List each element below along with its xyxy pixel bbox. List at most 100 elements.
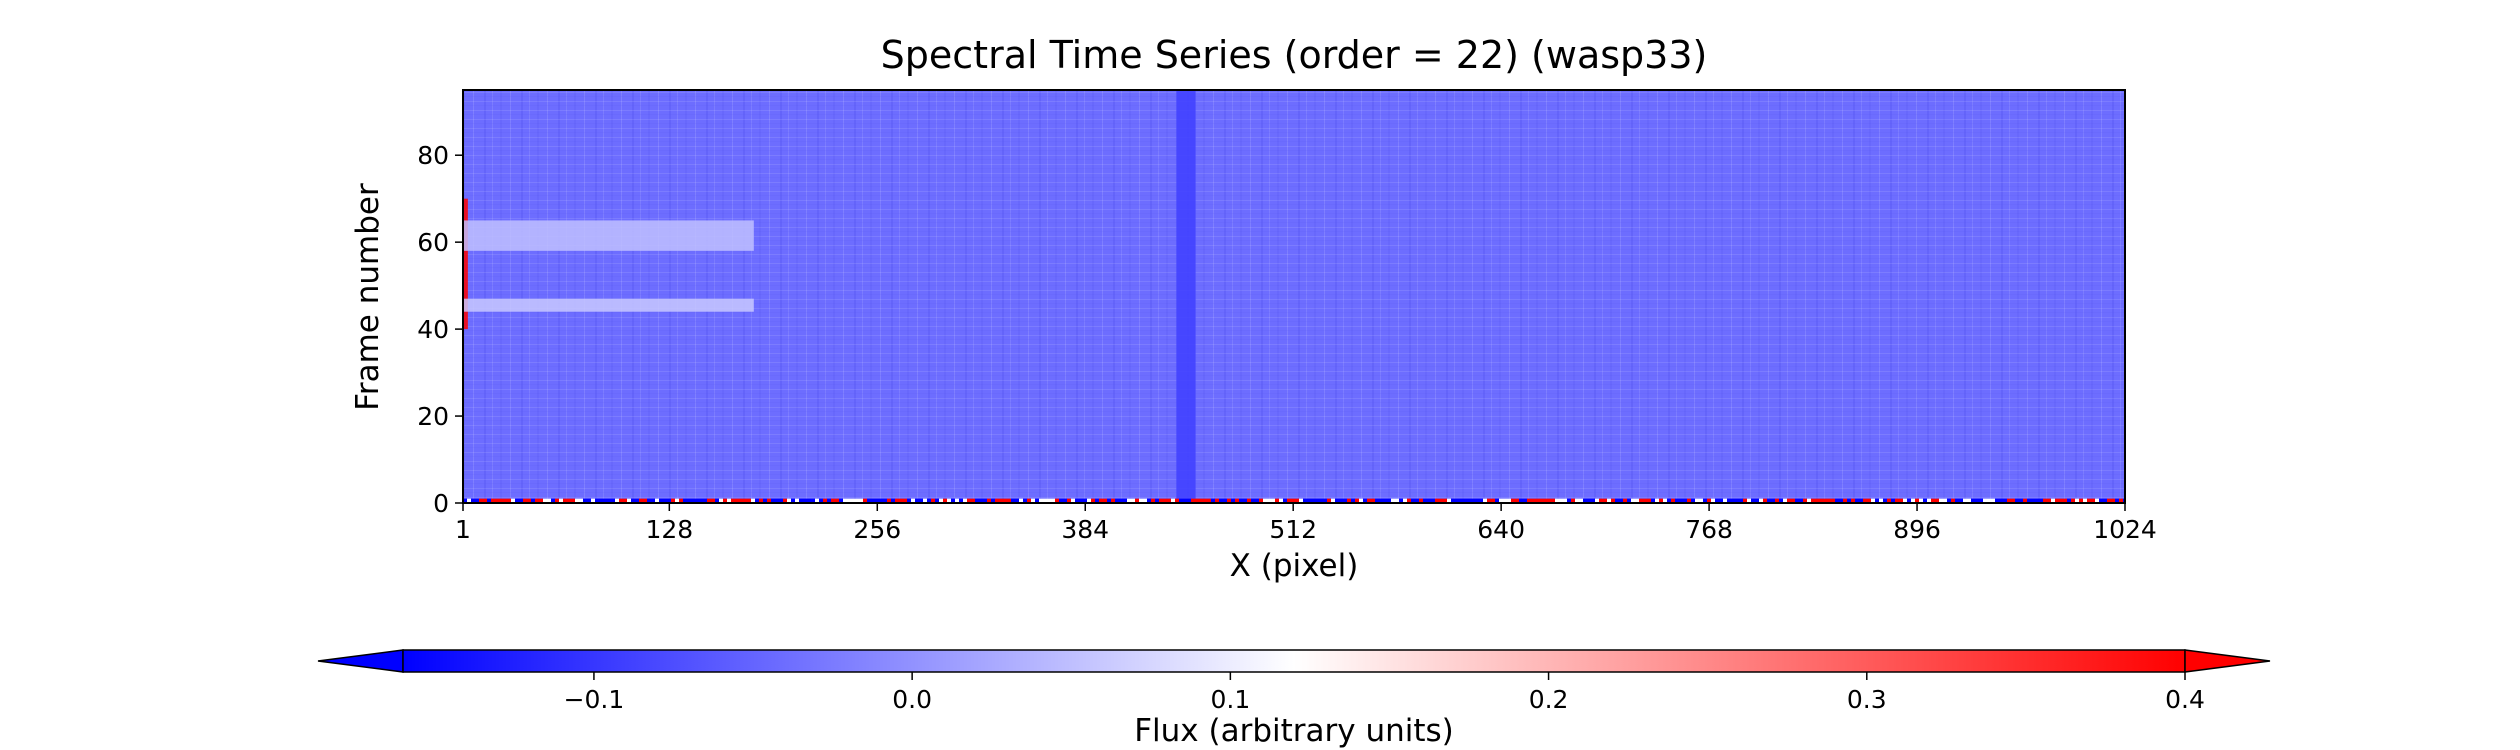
bottom-row-cell xyxy=(1159,498,1163,503)
bottom-row-cell xyxy=(1339,498,1343,503)
bottom-row-cell xyxy=(1175,498,1179,503)
bottom-row-cell xyxy=(715,498,719,503)
bottom-row-cell xyxy=(1691,498,1695,503)
bottom-row-cell xyxy=(1883,498,1887,503)
bottom-row-cell xyxy=(1751,498,1755,503)
bottom-row-cell xyxy=(1135,498,1139,503)
bottom-row-cell xyxy=(2107,498,2111,503)
heatmap-feature-3 xyxy=(463,298,754,312)
bottom-row-cell xyxy=(587,498,591,503)
bottom-row-cell xyxy=(1055,498,1059,503)
bottom-row-cell xyxy=(1719,498,1723,503)
bottom-row-cell xyxy=(1775,498,1779,503)
bottom-row-cell xyxy=(1767,498,1771,503)
bottom-row-cell xyxy=(735,498,739,503)
bottom-row-cell xyxy=(1847,498,1851,503)
bottom-row-cell xyxy=(2059,498,2063,503)
bottom-row-cell xyxy=(1091,498,1095,503)
bottom-row-cell xyxy=(843,498,847,503)
bottom-row-cell xyxy=(699,498,703,503)
bottom-row-cell xyxy=(631,498,635,503)
bottom-row-cell xyxy=(1415,498,1419,503)
bottom-row-cell xyxy=(643,498,647,503)
bottom-row-cell xyxy=(1023,498,1027,503)
bottom-row-cell xyxy=(1999,498,2003,503)
bottom-row-cell xyxy=(931,498,935,503)
bottom-row-cell xyxy=(1835,498,1839,503)
bottom-row-cell xyxy=(483,498,487,503)
x-tick-label: 640 xyxy=(1477,515,1525,544)
bottom-row-cell xyxy=(1143,498,1147,503)
bottom-row-cell xyxy=(1583,498,1587,503)
bottom-row-cell xyxy=(551,498,555,503)
bottom-row-cell xyxy=(1059,498,1063,503)
bottom-row-cell xyxy=(1887,498,1891,503)
bottom-row-cell xyxy=(891,498,895,503)
bottom-row-cell xyxy=(1283,498,1287,503)
bottom-row-cell xyxy=(1663,498,1667,503)
bottom-row-cell xyxy=(1623,498,1627,503)
bottom-row-cell xyxy=(2007,498,2011,503)
bottom-row-cell xyxy=(1151,498,1155,503)
bottom-row-cell xyxy=(1927,498,1931,503)
x-axis-label: X (pixel) xyxy=(1230,548,1359,584)
bottom-row-cell xyxy=(1439,498,1443,503)
bottom-row-cell xyxy=(1255,498,1259,503)
x-tick-label: 128 xyxy=(645,515,693,544)
bottom-row-cell xyxy=(1603,498,1607,503)
bottom-row-cell xyxy=(2039,498,2043,503)
bottom-row-cell xyxy=(831,498,835,503)
bottom-row-cell xyxy=(675,498,679,503)
bottom-row-cell xyxy=(1047,498,1051,503)
bottom-row-cell xyxy=(1363,498,1367,503)
bottom-row-cell xyxy=(991,498,995,503)
bottom-row-cell xyxy=(1759,498,1763,503)
bottom-row-cell xyxy=(507,498,511,503)
bottom-row-cell xyxy=(1083,498,1087,503)
bottom-row-cell xyxy=(1127,498,1131,503)
bottom-row-cell xyxy=(1983,498,1987,503)
bottom-row-cell xyxy=(639,498,643,503)
colorbar-label: Flux (arbitrary units) xyxy=(1134,713,1454,749)
bottom-row-cell xyxy=(635,498,639,503)
bottom-row-cell xyxy=(1355,498,1359,503)
x-tick-label: 1024 xyxy=(2093,515,2157,544)
bottom-row-cell xyxy=(1211,498,1215,503)
bottom-row-cell xyxy=(1799,498,1803,503)
bottom-row-cell xyxy=(1611,498,1615,503)
y-axis-label: Frame number xyxy=(350,183,386,411)
bottom-row-cell xyxy=(1607,498,1611,503)
bottom-row-cell xyxy=(859,498,863,503)
bottom-row-cell xyxy=(719,498,723,503)
bottom-row-cell xyxy=(1727,498,1731,503)
bottom-row-cell xyxy=(1815,498,1819,503)
bottom-row-cell xyxy=(531,498,535,503)
bottom-row-cell xyxy=(1547,498,1551,503)
bottom-row-cell xyxy=(1367,498,1371,503)
bottom-row-cell xyxy=(1451,498,1455,503)
bottom-row-cell xyxy=(1803,498,1807,503)
bottom-row-cell xyxy=(739,498,743,503)
bottom-row-cell xyxy=(1459,498,1463,503)
bottom-row-cell xyxy=(951,498,955,503)
colorbar-ticks: −0.1 0.0 0.1 0.2 0.3 0.4 xyxy=(564,672,2205,714)
bottom-row-cell xyxy=(1903,498,1907,503)
bottom-row-cell xyxy=(879,498,883,503)
bottom-row-cell xyxy=(491,498,495,503)
bottom-row-cell xyxy=(1707,498,1711,503)
bottom-row-cell xyxy=(1011,498,1015,503)
colorbar-tick-label: 0.3 xyxy=(1847,685,1887,714)
bottom-row-cell xyxy=(603,498,607,503)
bottom-row-cell xyxy=(1179,498,1183,503)
bottom-row-cell xyxy=(679,498,683,503)
bottom-row-cell xyxy=(1891,498,1895,503)
bottom-row-cell xyxy=(1039,498,1043,503)
bottom-row-cell xyxy=(1107,498,1111,503)
bottom-row-cell xyxy=(527,498,531,503)
bottom-row-cell xyxy=(895,498,899,503)
bottom-row-cell xyxy=(539,498,543,503)
x-tick-label: 1 xyxy=(455,515,471,544)
bottom-row-cell xyxy=(1919,498,1923,503)
bottom-row-cell xyxy=(1683,498,1687,503)
bottom-row-cell xyxy=(919,498,923,503)
